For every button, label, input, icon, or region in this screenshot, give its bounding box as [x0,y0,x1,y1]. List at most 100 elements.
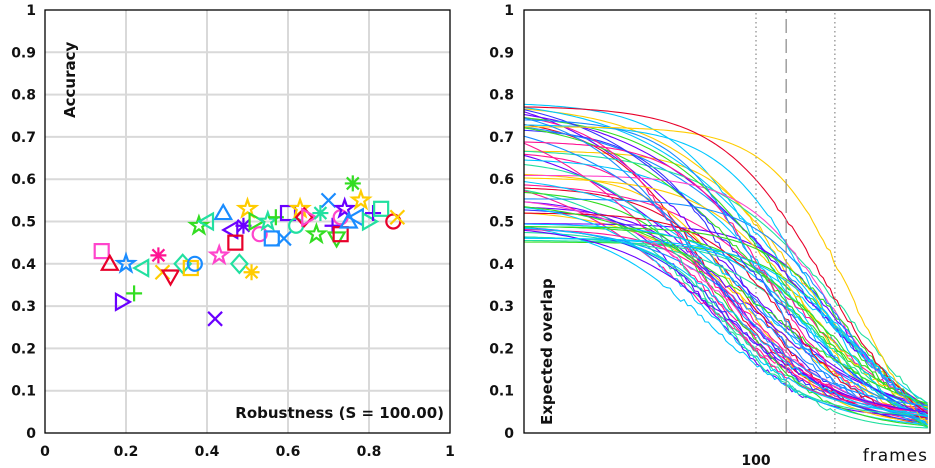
scatter-point-asterisk [235,217,252,234]
scatter-point-x [207,311,223,327]
scatter-y-tick: 0 [26,426,36,442]
overlap-curve [524,111,928,409]
overlap-x-tick: 100 [741,453,770,468]
scatter-point-triangle-right [301,207,319,228]
scatter-y-ticks: 0 0.1 0.2 0.3 0.4 0.5 0.6 0.7 0.8 0.9 1 [11,3,36,442]
overlap-curve [524,126,929,424]
scatter-panel: 0 0.2 0.4 0.6 0.8 1 0 0.1 0.2 0.3 0.4 0.5 0.6 0.7 0.8… [11,3,455,460]
scatter-y-tick: 0.4 [11,257,36,273]
scatter-point-x [389,209,406,226]
overlap-curve [524,229,928,413]
overlap-curve [524,127,928,406]
scatter-y-tick: 0.5 [11,215,36,231]
overlap-curve [524,135,928,417]
scatter-x-tick: 0.2 [114,444,139,460]
overlap-curve [524,117,928,407]
scatter-x-axis-label: Robustness (S = 100.00) [235,404,444,422]
scatter-point-asterisk [150,247,167,264]
overlap-y-tick: 0.6 [489,172,514,188]
overlap-curve [524,142,928,421]
scatter-point-triangle-left [131,258,150,278]
scatter-point-triangle-down [326,231,347,249]
scatter-x-tick: 0 [40,444,50,460]
overlap-y-tick: 0.8 [489,88,514,104]
scatter-y-tick: 0.9 [11,45,36,61]
scatter-point-star [349,187,373,211]
scatter-point-triangle-left [346,207,364,228]
overlap-curve [524,163,928,416]
scatter-point-triangle-down [160,269,181,287]
scatter-point-square [227,234,244,251]
scatter-point-asterisk [344,175,361,192]
overlap-plot-frame [523,9,931,434]
scatter-y-tick: 1 [26,3,36,19]
overlap-y-axis-label: Expected overlap [538,278,556,425]
overlap-panel: 0 0.1 0.2 0.3 0.4 0.5 0.6 0.7 0.8 0.9 1 100 Expect… [489,3,931,468]
scatter-point-triangle-left [196,211,215,232]
overlap-y-tick: 0 [504,426,514,442]
scatter-point-plus [126,285,143,302]
overlap-curve [524,174,928,414]
scatter-point-star [207,242,231,266]
scatter-point-triangle-left [221,220,239,240]
overlap-y-tick: 0.5 [489,215,514,231]
overlap-curve [524,227,928,417]
overlap-y-tick: 0.9 [489,45,514,61]
overlap-y-tick: 0.4 [489,257,514,273]
scatter-point-plus [324,217,341,234]
overlap-x-axis-label: frames [863,446,928,466]
overlap-x-ticks: 100 [741,453,770,468]
scatter-point-star [114,251,138,274]
scatter-point-triangle-up [213,202,234,221]
overlap-curve [524,237,928,411]
overlap-y-tick: 0.2 [489,341,514,357]
overlap-y-ticks: 0 0.1 0.2 0.3 0.4 0.5 0.6 0.7 0.8 0.9 1 [489,3,514,442]
scatter-y-tick: 0.8 [11,88,36,104]
overlap-curve [524,181,928,425]
scatter-point-star [235,196,260,219]
overlap-y-tick: 0.3 [489,299,514,315]
scatter-y-tick: 0.7 [11,130,36,146]
overlap-curve [524,223,928,418]
scatter-point-asterisk [312,205,329,222]
scatter-y-tick: 0.6 [11,172,36,188]
overlap-curve [524,226,928,410]
scatter-point-square [93,243,110,260]
scatter-y-tick: 0.1 [11,384,36,400]
scatter-point-x [276,230,292,247]
overlap-curve [524,231,928,429]
scatter-point-circle [251,226,268,243]
scatter-x-ticks: 0 0.2 0.4 0.6 0.8 1 [40,444,455,460]
overlap-curve [524,159,928,428]
scatter-point-square [373,200,390,217]
scatter-x-tick: 1 [445,444,455,460]
overlap-curve [524,236,928,429]
scatter-point-circle [186,255,203,272]
scatter-x-tick: 0.6 [276,444,301,460]
overlap-curve [524,212,928,419]
scatter-point-plus [365,205,382,222]
scatter-x-tick: 0.8 [357,444,382,460]
scatter-point-square [263,230,280,247]
overlap-curve [524,206,928,414]
overlap-curve [524,206,928,404]
overlap-reference-lines [755,10,836,433]
scatter-y-tick: 0.3 [11,299,36,315]
overlap-y-tick: 1 [504,3,514,19]
scatter-point-star [304,221,329,245]
scatter-point-star [187,213,211,236]
scatter-y-tick: 0.2 [11,341,36,357]
overlap-y-tick: 0.1 [489,384,514,400]
scatter-point-square [182,259,199,277]
overlap-y-tick: 0.7 [489,130,514,146]
scatter-point-asterisk [243,264,260,281]
scatter-point-star [256,209,280,232]
overlap-curve [524,229,928,413]
overlap-curve [524,150,929,408]
scatter-grid [45,10,450,433]
scatter-point-diamond [229,253,249,275]
scatter-plot-frame [44,9,451,434]
scatter-point-triangle-right [114,291,133,312]
overlap-curve [524,201,928,418]
